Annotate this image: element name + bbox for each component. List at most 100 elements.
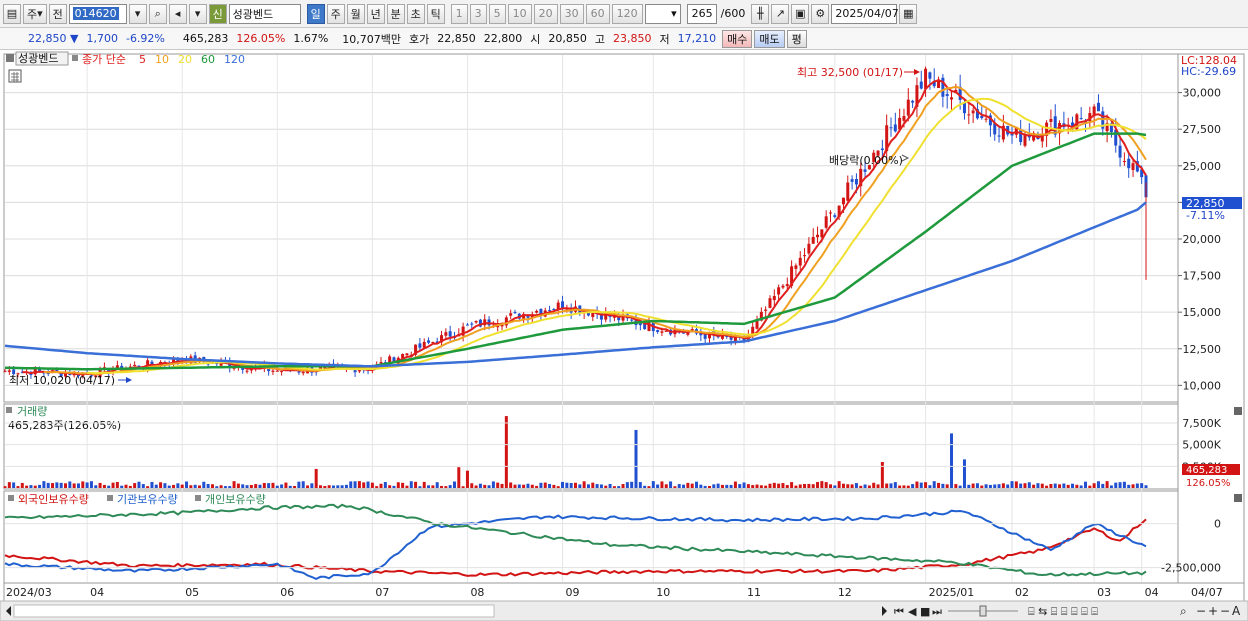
volume-bar — [954, 484, 958, 488]
minute-unit-button[interactable]: 1 — [450, 3, 468, 24]
candle-body — [107, 368, 111, 374]
minute-unit-button[interactable]: 10 — [507, 3, 532, 24]
timeframe-button[interactable]: 틱 — [426, 3, 445, 24]
minute-unit-button[interactable]: 60 — [585, 3, 610, 24]
volume-bar — [331, 485, 335, 488]
timeframe-button[interactable]: 월 — [346, 3, 365, 24]
scroll-thumb[interactable] — [13, 604, 495, 618]
forward-icon[interactable]: ⏭ — [932, 605, 942, 618]
zoom-in-icon[interactable]: + — [1208, 604, 1218, 618]
volume-bar — [867, 485, 871, 488]
candle-body — [591, 312, 595, 317]
volume-bar — [241, 484, 245, 488]
volume-bar — [344, 484, 348, 488]
minus-icon[interactable]: − — [1220, 604, 1230, 618]
volume-bar — [1079, 485, 1083, 488]
play-back-icon[interactable]: ◀ — [908, 605, 917, 618]
speaker-icon[interactable]: ◂ — [168, 3, 187, 24]
volume-bar — [107, 485, 111, 488]
minute-unit-button[interactable]: 120 — [611, 3, 643, 24]
volume-bar — [102, 484, 106, 488]
volume-bar — [1010, 481, 1014, 488]
candle-type-icon[interactable]: ╫ — [751, 3, 770, 24]
stop-icon[interactable]: ■ — [920, 605, 930, 618]
volume-bar — [1049, 483, 1053, 488]
volume-bar — [854, 483, 858, 488]
minute-unit-button[interactable]: 3 — [469, 3, 487, 24]
zoom-out-icon[interactable]: − — [1196, 604, 1206, 618]
ma-legend: 5 10 20 60 120 — [139, 53, 245, 66]
candle-body — [928, 72, 932, 79]
timeframe-button[interactable]: 년 — [366, 3, 385, 24]
price-tick-label: 25,000 — [1183, 160, 1222, 173]
sell-button[interactable]: 매도 — [754, 29, 785, 48]
volume-bar — [16, 486, 20, 488]
volume-bar — [1053, 483, 1057, 488]
minute-unit-button[interactable]: 30 — [559, 3, 584, 24]
volume-bar — [552, 484, 556, 488]
volume-bar — [154, 484, 158, 488]
buy-button[interactable]: 매수 — [722, 29, 753, 48]
drawing-tool-icon[interactable]: ↗ — [771, 3, 790, 24]
candle-body — [271, 370, 275, 372]
candle-body — [38, 368, 42, 372]
volume-bar — [1127, 484, 1131, 488]
volume-bar — [772, 482, 776, 488]
timeframe-button[interactable]: 초 — [406, 3, 425, 24]
volume-bar — [604, 485, 608, 488]
zoom-slider-thumb[interactable] — [979, 605, 987, 617]
speaker-dropdown-icon[interactable]: ▾ — [188, 3, 207, 24]
table-toggle-icon[interactable] — [8, 69, 22, 83]
volume-bar — [1023, 483, 1027, 488]
candle-body — [241, 366, 245, 370]
volume-close-icon[interactable] — [1234, 407, 1242, 415]
magnifier-icon[interactable]: ⌕ — [1180, 604, 1187, 618]
minute-unit-button[interactable]: 20 — [533, 3, 558, 24]
search-icon[interactable]: ⌕ — [148, 3, 167, 24]
eval-button[interactable]: 평 — [786, 29, 807, 48]
candle-body — [59, 372, 63, 377]
candle-body — [280, 371, 284, 373]
candle-body — [859, 168, 863, 187]
volume-bar — [146, 486, 150, 488]
timeframe-button[interactable]: 주 — [326, 3, 345, 24]
candle-body — [12, 369, 16, 375]
gear-icon[interactable]: ⚙ — [811, 3, 830, 24]
stock-chart[interactable]: 성광벤드 종가 단순 5 10 20 60 120 LC:128.04 HC:-29.6… — [0, 50, 1248, 621]
period-select[interactable]: 주 ▾ — [23, 3, 47, 24]
minute-unit-button[interactable]: 5 — [488, 3, 506, 24]
timeframe-button[interactable]: 분 — [386, 3, 405, 24]
rewind-icon[interactable]: ⏮ — [894, 605, 904, 618]
unit-select[interactable]: ▾ — [644, 3, 681, 24]
code-input[interactable]: 014620 — [68, 3, 127, 24]
scroll-left-icon[interactable] — [6, 606, 11, 616]
holdings-close-icon[interactable] — [1234, 494, 1242, 502]
timeframe-button[interactable]: 일 — [306, 3, 325, 24]
window-menu-icon[interactable]: ▤ — [3, 3, 21, 24]
holdings-marker-icon — [195, 495, 201, 501]
volume-ratio: 126.05% — [236, 32, 286, 45]
calendar-icon[interactable]: ▦ — [899, 3, 918, 24]
volume-bar — [383, 482, 387, 488]
volume-bar — [435, 482, 439, 488]
volume-bar — [185, 481, 189, 488]
volume-bar — [1101, 483, 1105, 488]
holdings-legend: 외국인보유수량 기관보유수량 개인보유수량 — [8, 493, 266, 506]
high-price: 23,850 — [613, 32, 652, 45]
candle-body — [664, 330, 668, 332]
font-size-icon[interactable]: A — [1232, 604, 1241, 618]
zoom-tools-icon[interactable]: ⌸ ⇆ ⌸ ⌸ ⌸ ⌸ ⌸ — [1028, 605, 1098, 618]
volume-bar — [755, 484, 759, 488]
panel-handle-icon[interactable] — [6, 54, 14, 62]
volume-bar — [340, 485, 344, 488]
bar-count-input[interactable]: 265 — [686, 3, 717, 24]
save-icon[interactable]: ▣ — [791, 3, 810, 24]
volume-bar — [349, 481, 353, 488]
low-arrow-icon — [126, 377, 132, 383]
compare-button[interactable]: 전 — [48, 3, 67, 24]
volume-bar — [656, 484, 660, 488]
code-dropdown-icon[interactable]: ▾ — [128, 3, 147, 24]
date-input[interactable]: 2025/04/07 — [831, 3, 899, 24]
scroll-right-icon[interactable] — [882, 606, 887, 616]
